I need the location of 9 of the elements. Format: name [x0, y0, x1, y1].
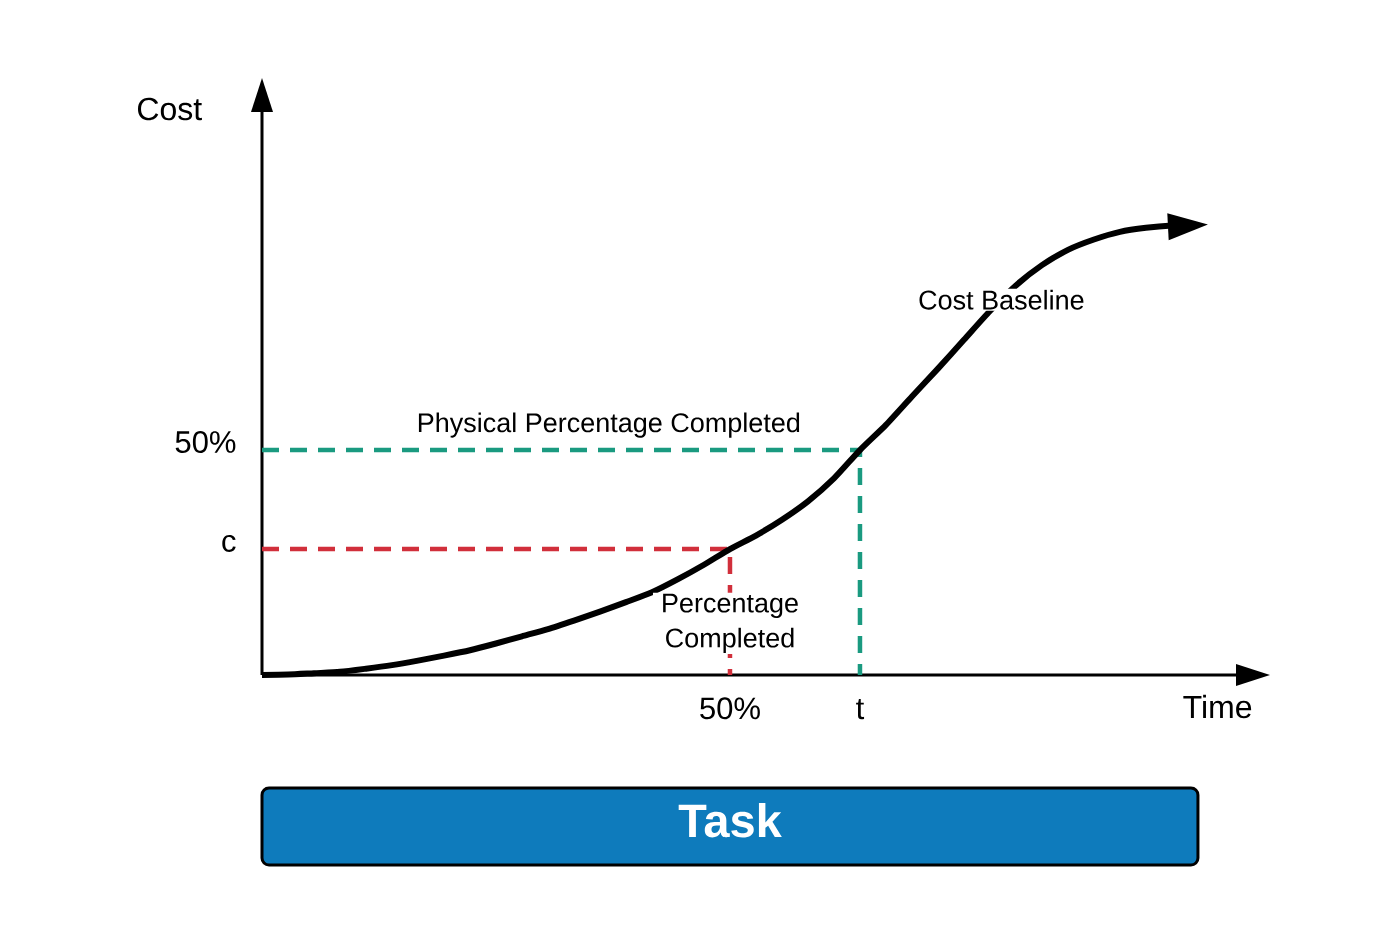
- text: Task: [678, 802, 782, 838]
- ref-line-label: c: [222, 534, 236, 552]
- x-tick-label: t: [856, 698, 865, 720]
- x-axis-title: Time: [1183, 694, 1252, 719]
- series-label: Cost Baseline: [919, 289, 1084, 310]
- annotation: Physical Percentage Completed: [418, 412, 800, 438]
- y-axis-title: Cost: [138, 97, 202, 121]
- ref-line-label: 50%: [175, 431, 236, 453]
- annotation: Percentage Completed: [663, 593, 798, 653]
